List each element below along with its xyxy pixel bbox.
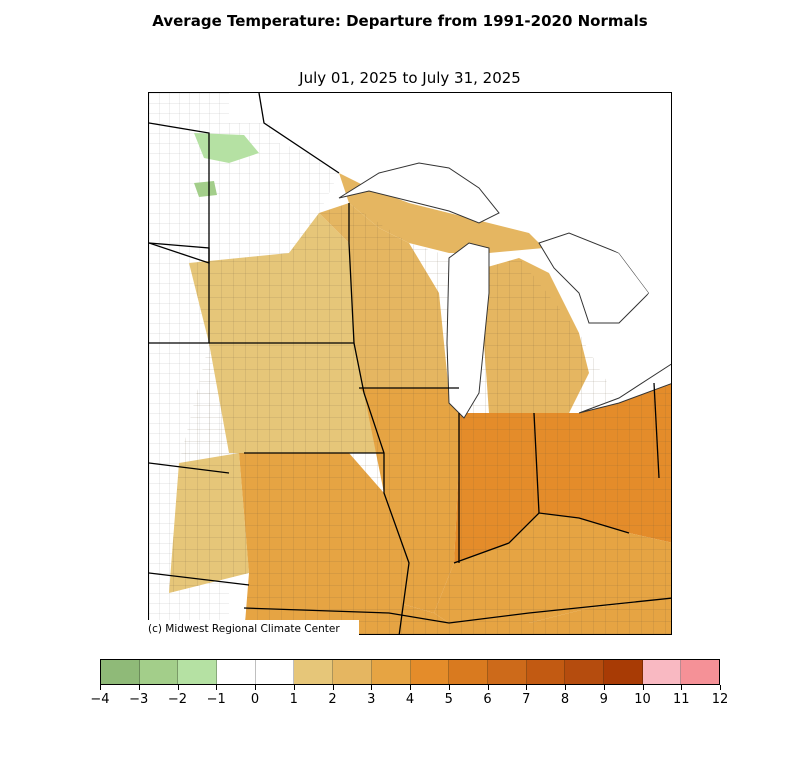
colorbar-tick-label: −3 — [129, 692, 149, 707]
colorbar-tick — [487, 685, 489, 690]
colorbar-tick-label: 5 — [444, 692, 453, 707]
ontario-canada — [599, 233, 671, 363]
colorbar-segment — [255, 660, 295, 684]
lake-michigan — [446, 242, 490, 419]
lake-superior — [338, 162, 500, 224]
colorbar-segment — [642, 660, 682, 684]
temperature-departure-map — [149, 93, 671, 634]
colorbar-tick-label: 1 — [289, 692, 298, 707]
colorbar-tick-label: 8 — [560, 692, 570, 707]
lake-huron — [538, 232, 650, 324]
colorbar-tick — [371, 685, 373, 690]
colorbar — [100, 659, 720, 685]
colorbar-tick — [448, 685, 450, 690]
colorbar-segment — [565, 660, 604, 684]
colorbar-segment — [449, 660, 488, 684]
colorbar-tick-label: 10 — [634, 692, 651, 707]
colorbar-tick-label: −2 — [167, 692, 188, 707]
colorbar-tick — [526, 685, 528, 690]
date-range-subtitle: July 01, 2025 to July 31, 2025 — [299, 69, 521, 87]
colorbar-tick — [565, 685, 566, 690]
colorbar-tick — [642, 685, 644, 690]
colorbar-tick — [293, 685, 295, 690]
lake-erie — [578, 363, 671, 414]
colorbar-tick — [177, 685, 179, 690]
colorbar-tick — [216, 685, 218, 690]
colorbar-tick — [138, 685, 140, 690]
colorbar-tick-label: 4 — [405, 692, 415, 707]
colorbar-tick-label: 3 — [367, 692, 376, 707]
colorbar-segment — [101, 660, 140, 684]
colorbar-segment — [487, 660, 527, 684]
colorbar-ticks: −4 −3 −2 −1 0 1 2 3 4 5 6 7 8 9 10 11 12 — [90, 685, 728, 715]
colorbar-segment — [371, 660, 411, 684]
colorbar-tick-label: 12 — [711, 692, 729, 707]
map-title: Average Temperature: Departure from 1991… — [152, 12, 648, 30]
colorbar-segment — [526, 660, 566, 684]
credit-label: (c) Midwest Regional Climate Center — [144, 620, 359, 638]
colorbar-tick-label: 7 — [522, 692, 531, 707]
colorbar-segment — [178, 660, 218, 684]
colorbar-tick-label: 0 — [250, 692, 260, 707]
colorbar-tick-label: 2 — [328, 692, 337, 707]
colorbar-tick — [410, 685, 411, 690]
colorbar-tick-label: 9 — [599, 692, 608, 707]
colorbar-tick — [332, 685, 334, 690]
colorbar-segment — [217, 660, 256, 684]
colorbar-segment — [333, 660, 372, 684]
colorbar-tick-label: 6 — [483, 692, 492, 707]
colorbar-tick — [255, 685, 256, 690]
colorbar-tick-label: −1 — [206, 692, 226, 707]
colorbar-tick-label: 11 — [672, 692, 690, 707]
state-borders — [149, 122, 671, 634]
colorbar-tick — [603, 685, 605, 690]
colorbar-tick — [100, 685, 101, 690]
colorbar-segment — [294, 660, 334, 684]
colorbar-segment — [410, 660, 450, 684]
colorbar-tick-label: −4 — [90, 692, 110, 707]
colorbar-tick — [681, 685, 683, 690]
colorbar-segment — [603, 660, 643, 684]
map-frame — [148, 92, 672, 635]
colorbar-tick — [720, 685, 721, 690]
colorbar-segment — [681, 660, 719, 684]
colorbar-segment — [139, 660, 179, 684]
cool-anomaly-patch — [194, 133, 259, 163]
